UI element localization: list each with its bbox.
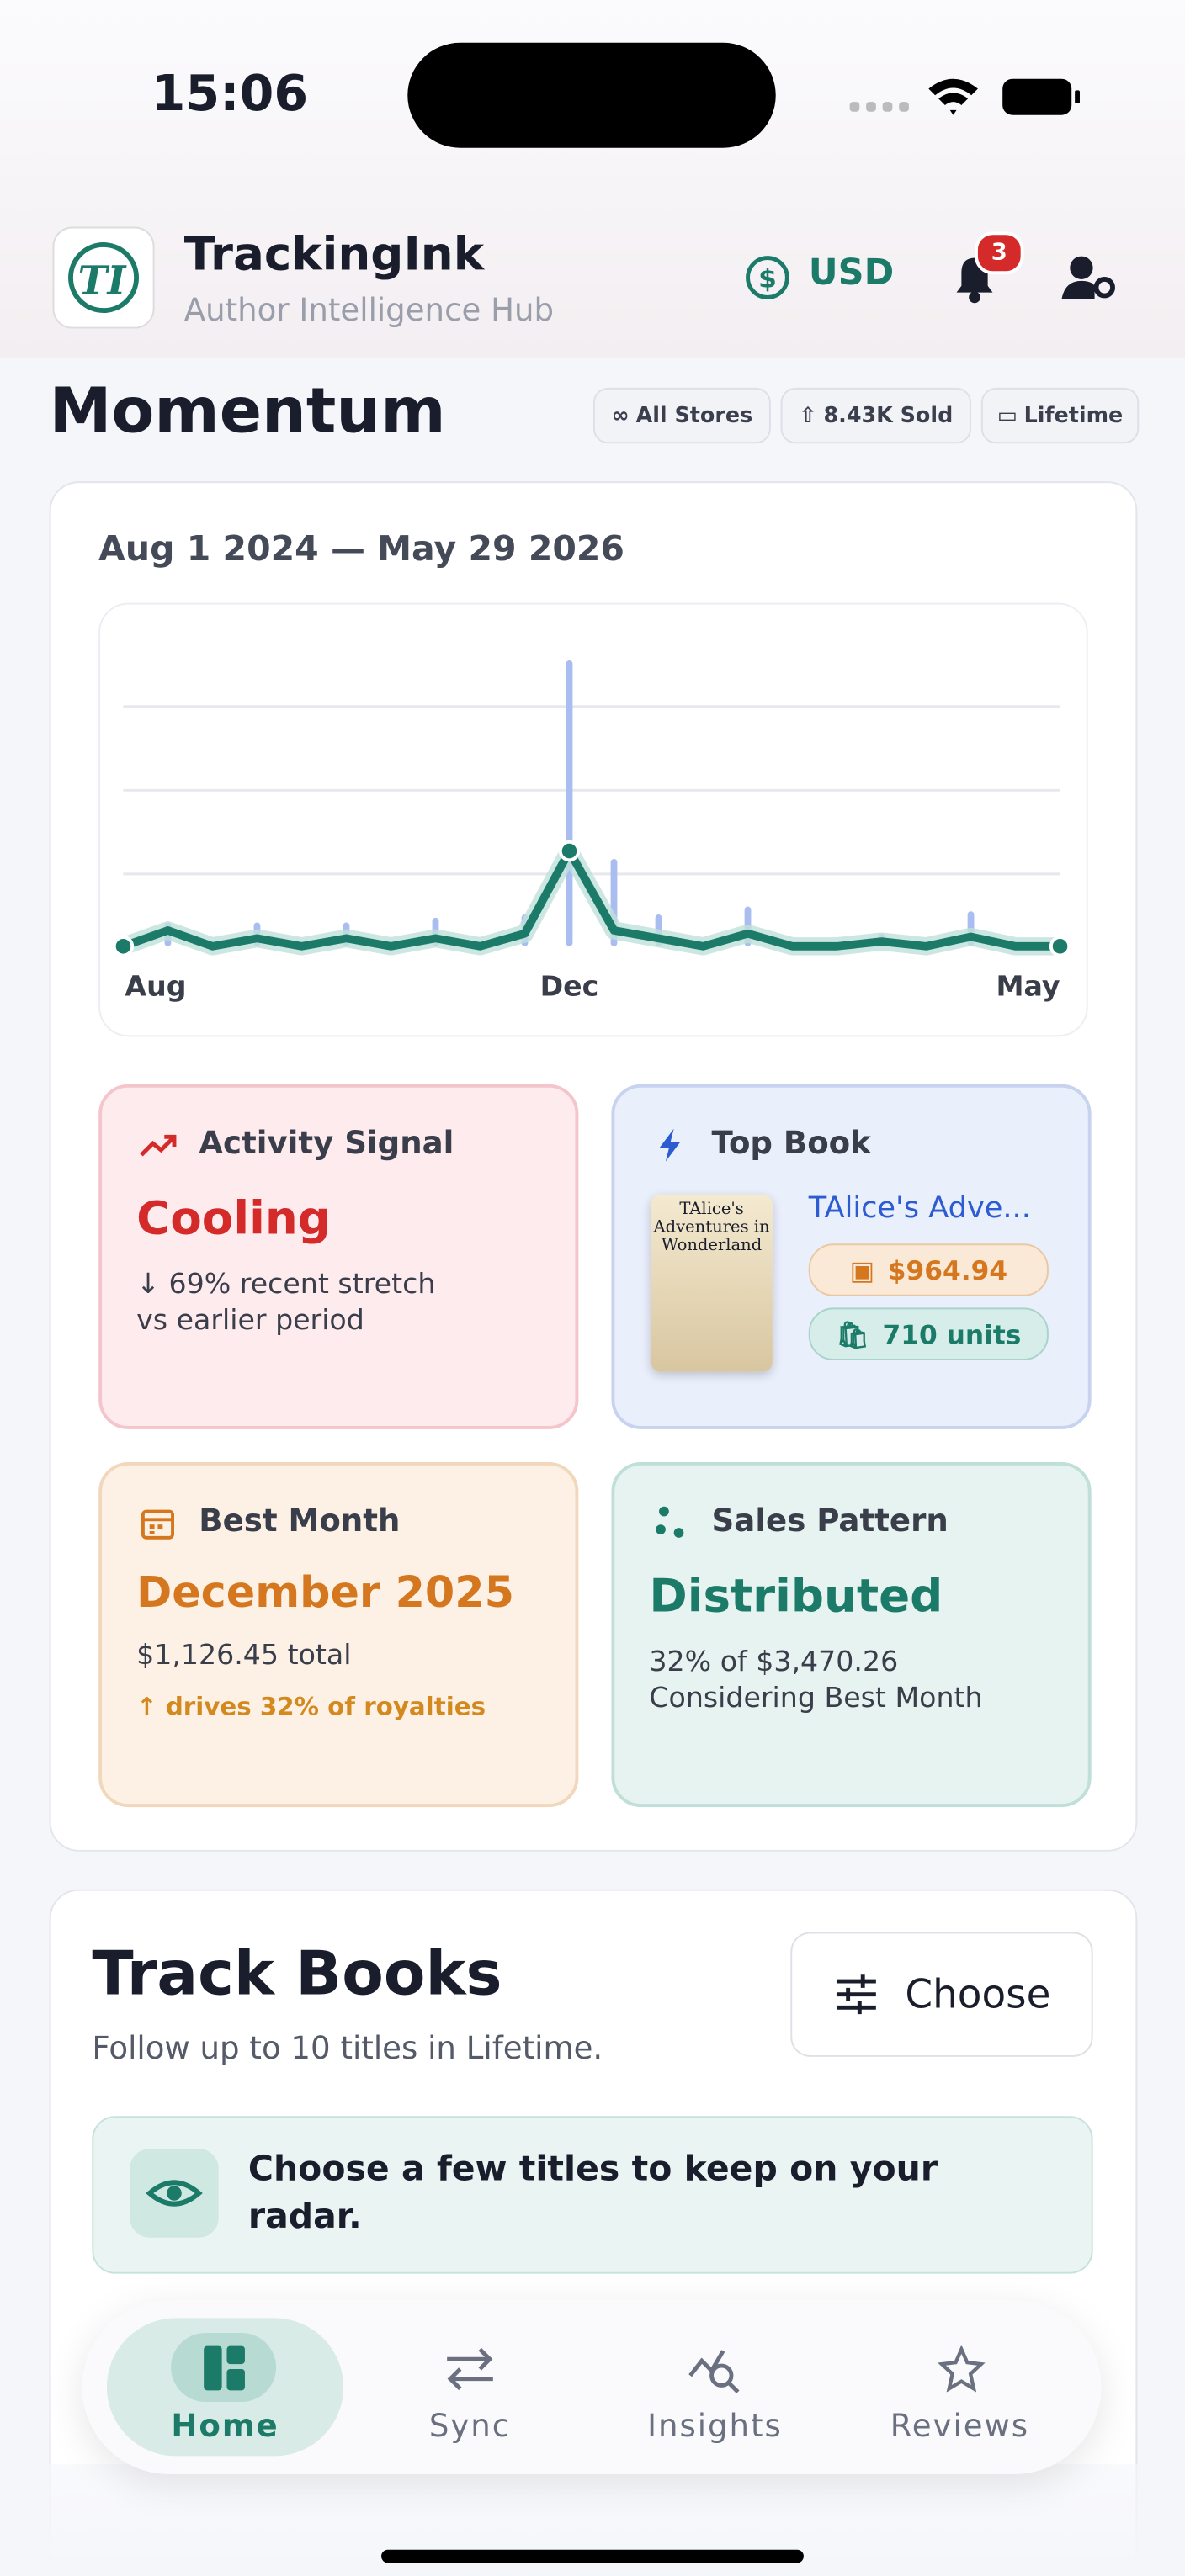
chip[interactable]: ▭ Lifetime (980, 387, 1140, 444)
card-label: Activity Signal (199, 1125, 454, 1162)
date-range: Aug 1 2024 — May 29 2026 (98, 528, 624, 569)
app-logo: TI (52, 226, 155, 329)
book-title[interactable]: TAlice's Adve... (808, 1190, 1031, 1226)
calendar-icon (141, 1509, 174, 1540)
pattern-card (611, 1461, 1092, 1808)
button-text: Choose (905, 1971, 1051, 2018)
card-note: ↑ drives 32% of royalties (136, 1692, 486, 1722)
book-cover: TAlice's Adventures in Wonderland (651, 1194, 773, 1372)
activity-card (98, 1084, 579, 1429)
notification-badge: 3 (975, 231, 1024, 275)
currency[interactable]: USD (808, 252, 895, 294)
home-indicator (381, 2549, 804, 2563)
card-text: 32% of $3,470.26 (649, 1646, 899, 1679)
point (1049, 936, 1071, 957)
nav-item[interactable]: Insights (647, 2408, 783, 2445)
card-value: Cooling (136, 1190, 331, 1246)
revenue-pill: ▣ $964.94 (808, 1243, 1049, 1296)
pill-text: 710 units (882, 1318, 1022, 1350)
nav-item[interactable]: Sync (428, 2408, 512, 2445)
hint-text: Choose a few titles to keep on your rada… (247, 2149, 938, 2236)
reviews-icon[interactable] (937, 2345, 986, 2393)
card-text: ↓ 69% recent stretch (136, 1268, 436, 1301)
card-label: Top Book (711, 1125, 871, 1162)
chip[interactable]: ⇧ 8.43K Sold (780, 387, 972, 444)
nav-item[interactable]: Home (171, 2408, 279, 2445)
chart: Aug Dec May (112, 660, 1071, 1002)
trend-icon (140, 1134, 177, 1157)
status-time: 15:06 (151, 66, 309, 124)
card-label: Sales Pattern (711, 1503, 949, 1540)
x-tick-label: Aug (125, 969, 186, 1002)
chart-frame (98, 602, 1088, 1037)
chip-text: All Stores (635, 403, 753, 428)
point (558, 840, 581, 862)
choose-button[interactable]: Choose (790, 1932, 1093, 2057)
point (112, 936, 135, 957)
account-settings[interactable] (1061, 253, 1118, 305)
status-icons (849, 78, 1080, 115)
card-text: Considering Best Month (649, 1682, 983, 1715)
momentum-title: Momentum (49, 374, 446, 448)
card-value: December 2025 (136, 1568, 514, 1619)
app-name: TrackingInk (183, 226, 485, 281)
bolt-icon (659, 1128, 681, 1162)
dots-icon (656, 1506, 684, 1538)
line (121, 846, 1060, 951)
sync-icon[interactable] (444, 2346, 496, 2393)
home-icon-bg (171, 2332, 277, 2402)
app-subtitle: Author Intelligence Hub (183, 292, 555, 329)
spike-bar (566, 660, 573, 946)
card-label: Best Month (199, 1503, 401, 1540)
chip-text: 8.43K Sold (823, 403, 954, 428)
best-month-card (98, 1461, 579, 1808)
eye-icon (130, 2149, 219, 2238)
card-text: vs earlier period (136, 1304, 364, 1338)
card-text: $1,126.45 total (136, 1639, 352, 1672)
insights-icon[interactable] (687, 2346, 742, 2396)
svg-text:$: $ (758, 264, 777, 294)
x-tick-label: May (996, 969, 1060, 1002)
hint-box (92, 2116, 1093, 2274)
svg-text:TI: TI (78, 258, 128, 305)
section-title: Track Books (92, 1938, 502, 2010)
nav-item[interactable]: Reviews (890, 2408, 1030, 2445)
units-pill: 🛍︎ 710 units (808, 1307, 1049, 1360)
card-value: Distributed (649, 1568, 943, 1624)
chip[interactable]: ∞ All Stores (592, 387, 771, 444)
currency-icon[interactable]: $ (743, 253, 793, 303)
x-tick-label: Dec (540, 969, 599, 1002)
chip-text: Lifetime (1023, 403, 1124, 428)
dynamic-island (407, 42, 776, 148)
section-subtitle: Follow up to 10 titles in Lifetime. (92, 2030, 603, 2067)
pill-text: $964.94 (887, 1254, 1008, 1286)
